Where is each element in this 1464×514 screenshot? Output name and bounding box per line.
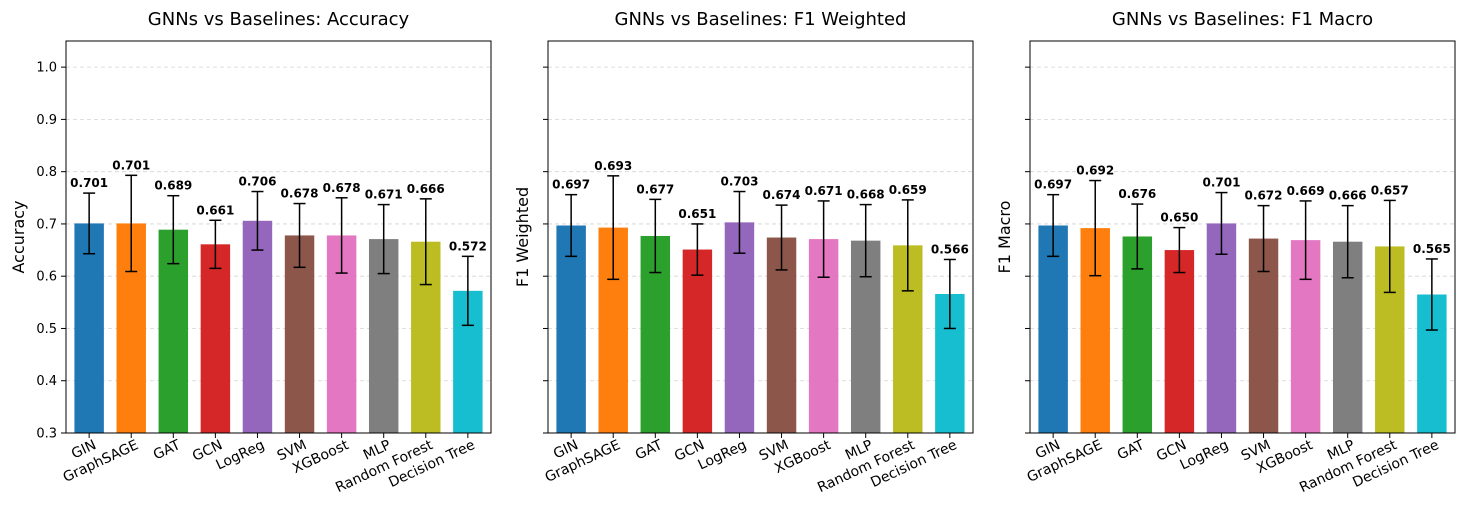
data-label: 0.674 xyxy=(763,188,801,202)
chart-title: GNNs vs Baselines: F1 Weighted xyxy=(615,9,907,30)
chart-panel-2: 0.697GIN0.693GraphSAGE0.677GAT0.651GCN0.… xyxy=(513,9,974,496)
data-label: 0.689 xyxy=(154,179,192,193)
bar-gin xyxy=(1038,225,1068,433)
data-label: 0.669 xyxy=(1287,184,1325,198)
x-tick-label: LogReg xyxy=(696,437,750,473)
chart-panel-3: 0.697GIN0.692GraphSAGE0.676GAT0.650GCN0.… xyxy=(995,9,1456,496)
data-label: 0.692 xyxy=(1076,164,1114,178)
bar-gcn xyxy=(1164,250,1195,433)
chart-title: GNNs vs Baselines: Accuracy xyxy=(148,9,410,30)
bar-gcn xyxy=(682,249,713,433)
data-label: 0.668 xyxy=(847,188,885,202)
data-label: 0.693 xyxy=(594,159,632,173)
y-axis-label: F1 Macro xyxy=(995,201,1014,274)
y-tick-label: 1.0 xyxy=(36,61,57,76)
bar-svm xyxy=(284,235,315,433)
chart-panel-1: 0.30.40.50.60.70.80.91.00.701GIN0.701Gra… xyxy=(9,9,492,496)
data-label: 0.677 xyxy=(636,182,674,196)
y-tick-label: 0.5 xyxy=(36,322,57,337)
x-tick-label: GraphSAGE xyxy=(543,437,623,486)
chart-title: GNNs vs Baselines: F1 Macro xyxy=(1112,9,1373,30)
y-tick-label: 0.7 xyxy=(36,217,57,232)
data-label: 0.678 xyxy=(281,187,319,201)
axes-frame xyxy=(65,40,492,434)
data-label: 0.671 xyxy=(805,184,843,198)
data-label: 0.565 xyxy=(1413,242,1451,256)
axes-frame xyxy=(1029,40,1456,434)
data-label: 0.706 xyxy=(238,175,276,189)
axes-frame xyxy=(547,40,974,434)
data-label: 0.697 xyxy=(1034,178,1072,192)
data-label: 0.666 xyxy=(407,182,445,196)
x-tick-label: LogReg xyxy=(214,437,268,473)
y-axis-label: F1 Weighted xyxy=(513,187,532,287)
y-tick-label: 0.6 xyxy=(36,270,57,285)
x-tick-label: LogReg xyxy=(1178,437,1232,473)
data-label: 0.650 xyxy=(1160,211,1198,225)
x-tick-label: GraphSAGE xyxy=(1025,437,1105,486)
bar-logreg xyxy=(242,220,273,433)
y-tick-label: 0.4 xyxy=(36,374,57,389)
bar-gin xyxy=(74,223,104,433)
y-tick-label: 0.9 xyxy=(36,113,57,128)
data-label: 0.697 xyxy=(552,178,590,192)
data-label: 0.661 xyxy=(196,203,234,217)
data-label: 0.701 xyxy=(70,176,108,190)
y-tick-label: 0.3 xyxy=(36,427,57,442)
x-tick-label: GAT xyxy=(151,437,183,463)
bar-logreg xyxy=(1206,223,1237,433)
bar-logreg xyxy=(724,222,755,433)
data-label: 0.678 xyxy=(323,181,361,195)
bar-gcn xyxy=(200,244,231,433)
data-label: 0.657 xyxy=(1371,183,1409,197)
data-label: 0.703 xyxy=(720,175,758,189)
x-tick-label: GraphSAGE xyxy=(61,437,141,486)
data-label: 0.671 xyxy=(365,188,403,202)
y-axis-label: Accuracy xyxy=(9,200,28,273)
data-label: 0.666 xyxy=(1329,189,1367,203)
data-label: 0.659 xyxy=(889,183,927,197)
x-tick-label: GAT xyxy=(633,437,665,463)
data-label: 0.676 xyxy=(1118,187,1156,201)
data-label: 0.672 xyxy=(1245,189,1283,203)
bar-gin xyxy=(556,225,586,433)
data-label: 0.701 xyxy=(112,158,150,172)
x-tick-label: GAT xyxy=(1115,437,1147,463)
data-label: 0.651 xyxy=(678,207,716,221)
data-label: 0.572 xyxy=(449,239,487,253)
y-tick-label: 0.8 xyxy=(36,165,57,180)
data-label: 0.701 xyxy=(1202,176,1240,190)
data-label: 0.566 xyxy=(931,242,969,256)
